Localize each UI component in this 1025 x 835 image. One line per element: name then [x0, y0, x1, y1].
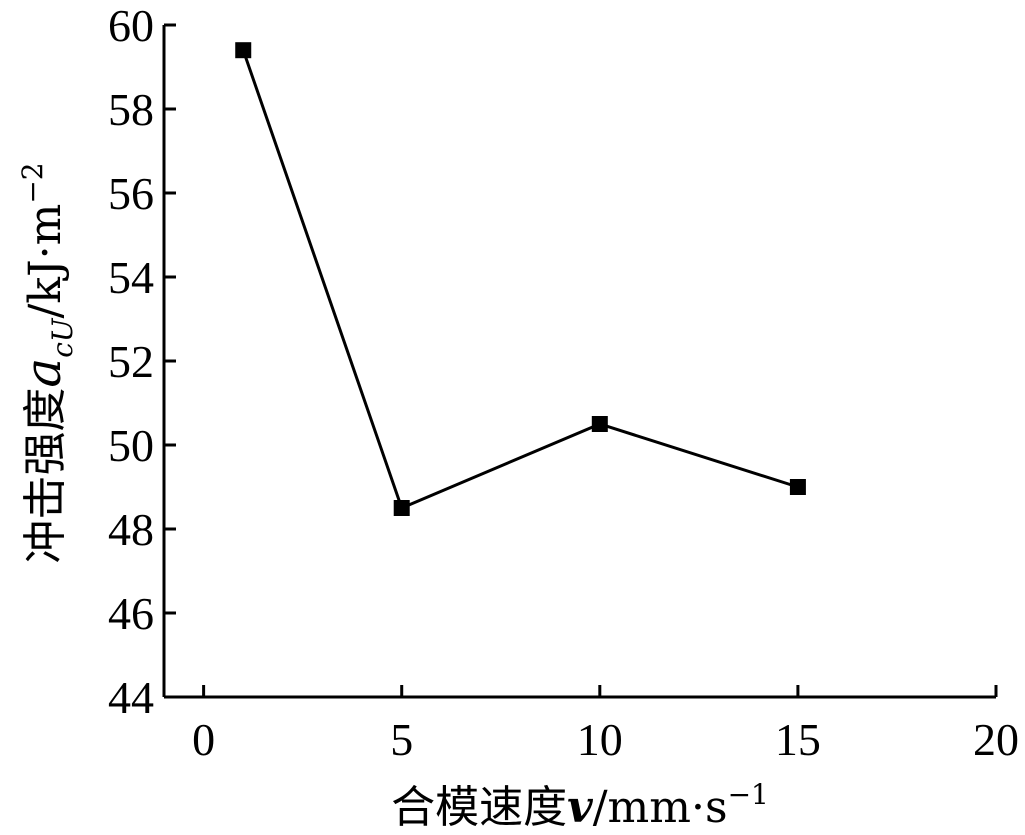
x-axis-label-prefix: 合模速度 [391, 782, 567, 833]
x-axis-label-unit: /mm·s [593, 782, 728, 833]
y-tick-label-8: 60 [108, 0, 154, 51]
x-axis-label-sup: −1 [728, 778, 769, 811]
y-tick-label-7: 58 [108, 84, 154, 135]
x-axis-label: 合模速度v/mm·s−1 [391, 778, 769, 833]
series-line-0 [241, 49, 799, 511]
y-axis-label-var: a [14, 358, 72, 388]
x-tick-label-3: 15 [775, 714, 821, 765]
series-layer [235, 42, 806, 516]
y-tick-label-3: 50 [108, 420, 154, 471]
x-tick-label-4: 20 [973, 714, 1019, 765]
x-tick-label-1: 5 [390, 714, 413, 765]
x-ticks: 0 5 10 15 20 [192, 685, 1019, 765]
y-axis-label: 冲击强度acU/kJ·m−2 [14, 162, 79, 563]
y-tick-label-5: 54 [108, 252, 154, 303]
data-point-0-1 [393, 500, 410, 516]
y-axis-label-unit: /kJ·m [20, 204, 71, 319]
y-tick-label-2: 48 [108, 504, 154, 555]
y-axis-label-sup: −2 [16, 162, 49, 203]
data-point-0-0 [235, 42, 252, 59]
y-axis-label-prefix: 冲击强度 [20, 388, 71, 564]
y-axis-label-sub: cU [46, 317, 79, 358]
y-tick-label-1: 46 [108, 588, 154, 639]
data-point-0-3 [789, 479, 806, 495]
y-tick-label-6: 56 [108, 168, 154, 219]
x-tick-label-2: 10 [577, 714, 623, 765]
data-point-0-2 [591, 416, 608, 432]
y-tick-label-0: 44 [108, 672, 154, 723]
x-tick-label-0: 0 [192, 714, 215, 765]
y-tick-label-4: 52 [108, 336, 154, 387]
y-ticks: 44 46 48 50 52 54 56 58 60 [108, 0, 176, 723]
x-axis-label-var: v [567, 782, 593, 833]
axes [162, 25, 996, 699]
